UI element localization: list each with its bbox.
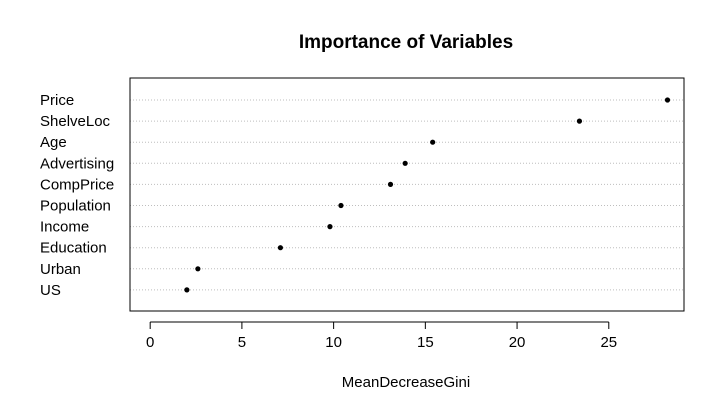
x-tick-label: 15 — [417, 334, 434, 351]
category-label: Price — [40, 92, 74, 109]
data-point — [387, 181, 394, 187]
data-point — [184, 287, 190, 293]
data-point — [338, 202, 344, 209]
x-tick-label: 20 — [509, 334, 526, 351]
category-label: Advertising — [40, 155, 114, 172]
x-tick-label: 5 — [238, 334, 246, 351]
category-label: Urban — [40, 261, 81, 278]
data-point — [277, 245, 284, 251]
category-labels: Price ShelveLoc Age Advertising CompPrice Pop… — [40, 92, 114, 299]
x-axis: 0 5 10 15 20 25 — [146, 321, 617, 351]
x-axis-label: MeanDecreaseGini — [342, 374, 470, 391]
x-tick-label: 25 — [600, 334, 617, 351]
x-tick-label: 0 — [146, 334, 154, 351]
category-label: CompPrice — [40, 176, 114, 193]
data-point — [430, 139, 436, 145]
category-label: Population — [40, 198, 111, 215]
grid-lines — [130, 99, 684, 291]
data-point — [402, 160, 408, 166]
data-points — [184, 97, 671, 293]
data-point — [327, 224, 333, 230]
data-point — [195, 266, 201, 272]
category-label: ShelveLoc — [40, 113, 111, 130]
chart-title: Importance of Variables — [299, 32, 513, 53]
x-tick-label: 10 — [325, 334, 342, 351]
category-label: Age — [40, 134, 67, 151]
data-point — [576, 118, 583, 124]
category-label: Income — [40, 219, 89, 236]
category-label: US — [40, 282, 61, 299]
category-label: Education — [40, 240, 107, 257]
plot-frame — [129, 77, 685, 312]
data-point — [664, 97, 671, 103]
